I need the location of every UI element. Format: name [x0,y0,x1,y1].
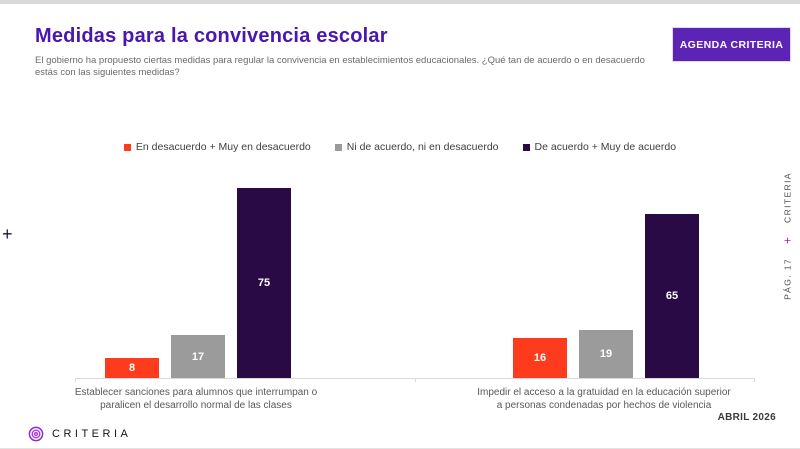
plus-decoration-right: + [780,236,795,244]
bar-group-gratuidad: 16 19 65 [513,214,699,378]
bar-disagree-gratuidad: 16 [513,338,567,378]
legend-label-agree: De acuerdo + Muy de acuerdo [534,141,677,153]
survey-question-text: El gobierno ha propuesto ciertas medidas… [35,55,645,79]
report-date-label: ABRIL 2026 [717,412,776,423]
legend-label-disagree: En desacuerdo + Muy en desacuerdo [135,141,311,153]
category-label-sanciones: Establecer sanciones para alumnos que in… [74,387,318,411]
axis-tick [754,378,755,382]
legend-item-agree: De acuerdo + Muy de acuerdo [522,141,677,153]
page-sidebar-vertical-text: PÁG. 17 + CRITERIA [781,149,795,324]
footer-brand-label: CRITERIA [52,428,132,440]
bar-agree-gratuidad: 65 [645,214,699,378]
legend-swatch-agree [522,143,530,151]
agenda-criteria-button[interactable]: AGENDA CRITERIA [672,27,791,62]
bar-value-label: 17 [191,350,205,363]
legend-swatch-disagree [123,143,131,151]
legend-item-neutral: Ni de acuerdo, ni en desacuerdo [334,141,499,153]
bar-neutral-sanciones: 17 [171,335,225,378]
bar-agree-sanciones: 75 [237,188,291,378]
bar-value-label: 8 [128,362,136,374]
legend-label-neutral: Ni de acuerdo, ni en desacuerdo [346,141,499,153]
criteria-logo-icon [28,426,44,442]
bar-neutral-gratuidad: 19 [579,330,633,378]
chart-legend: En desacuerdo + Muy en desacuerdo Ni de … [0,141,800,153]
bar-value-label: 16 [533,352,547,364]
bar-value-label: 19 [599,348,613,360]
legend-swatch-neutral [334,143,342,151]
page-number-label: PÁG. 17 [782,257,793,300]
page-title: Medidas para la convivencia escolar [35,25,388,47]
bar-value-label: 75 [257,277,271,289]
legend-item-disagree: En desacuerdo + Muy en desacuerdo [123,141,311,153]
plus-decoration-left: + [2,224,13,244]
bar-value-label: 65 [665,290,679,302]
axis-tick [415,378,416,382]
bar-group-sanciones: 8 17 75 [105,188,291,378]
brand-vertical-label: CRITERIA [782,172,793,223]
category-label-gratuidad: Impedir el acceso a la gratuidad en la e… [477,387,731,411]
top-divider [0,0,800,4]
bar-disagree-sanciones: 8 [105,358,159,378]
axis-tick [75,378,76,382]
footer-brand: CRITERIA [28,426,131,442]
bar-chart: 8 17 75 16 19 65 [75,178,755,378]
